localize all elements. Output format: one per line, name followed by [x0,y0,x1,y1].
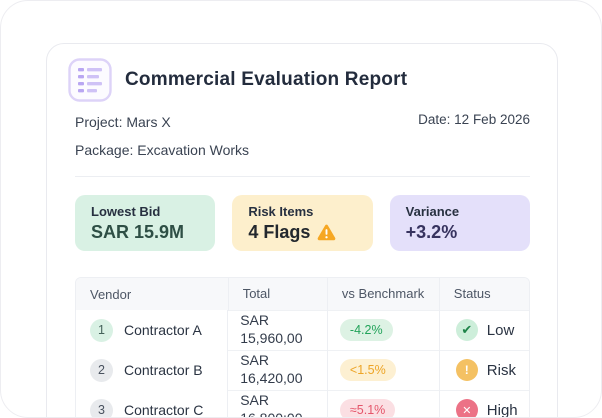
status-cell: ✕ High [439,389,529,418]
stat-value: SAR 15.9M [91,222,199,243]
benchmark-cell: ≈5.1% [327,389,440,417]
meta-section: Project: Mars X Package: Excavation Work… [68,108,530,164]
stat-lowest-bid: Lowest Bid SAR 15.9M [75,195,216,251]
table-row: 1 Contractor A SAR 15,960,00 -4.2% ✔ Low [76,309,529,350]
stat-risk-items: Risk Items 4 Flags [232,195,373,251]
vendor-cell: 1 Contractor A [76,310,229,350]
card-header: Commercial Evaluation Report [68,58,530,102]
warning-triangle-icon [317,224,336,241]
stat-label: Variance [405,204,460,219]
status-label: High [486,401,518,418]
column-header-vendor: Vendor [76,278,229,310]
vendor-name: Contractor A [124,322,202,338]
stat-variance: Variance +3.2% [389,195,530,251]
total-cell: SAR 16,420,00 [228,349,328,390]
variance-value: +3.2% [405,222,458,242]
vendor-cell: 3 Contractor C [76,390,229,418]
lowest-bid-value: SAR 15.9M [91,222,185,242]
rank-badge: 3 [90,398,113,417]
table-header-row: Vendor Total vs Benchmark Status [76,278,529,310]
exclamation-icon: ! [455,359,478,381]
total-cell: SAR 15,960,00 [228,309,328,350]
project-label: Project: Mars X [75,114,171,130]
benchmark-cell: -4.2% [327,309,440,350]
status-cell: ✔ Low [439,309,529,350]
benchmark-pill: -4.2% [339,319,393,341]
total-value: SAR 16,800:00 [240,392,302,417]
cross-icon: ✕ [455,399,478,417]
date-label: Date: 12 Feb 2026 [418,112,530,127]
vendor-cell: 2 Contractor B [76,350,229,390]
total-cell: SAR 16,800:00 [228,389,328,417]
rank-badge: 2 [90,358,113,382]
stat-value: 4 Flags [248,222,356,243]
table-row: 3 Contractor C SAR 16,800:00 ≈5.1% ✕ Hig… [76,389,529,418]
meta-left: Project: Mars X Package: Excavation Work… [75,108,249,164]
status-label: Low [486,321,515,339]
vendors-table: Vendor Total vs Benchmark Status 1 Contr… [75,277,530,418]
vendor-name: Contractor B [124,362,203,378]
benchmark-pill: ≈5.1% [339,399,396,417]
total-value: SAR 16,420,00 [240,352,303,386]
rank-badge: 1 [90,318,113,342]
vendor-name: Contractor C [124,402,204,418]
check-icon: ✔ [455,319,478,341]
report-card: Commercial Evaluation Report Project: Ma… [46,43,558,418]
column-header-status: Status [439,278,529,310]
page-title: Commercial Evaluation Report [125,69,408,90]
section-divider [75,176,530,177]
total-value: SAR 15,960,00 [240,312,303,346]
status-label: Risk [486,361,516,379]
stat-label: Risk Items [248,204,314,219]
status-cell: ! Risk [439,349,529,390]
risk-items-value: 4 Flags [248,222,311,242]
benchmark-cell: <1.5% [327,349,440,390]
stat-value: +3.2% [406,222,514,243]
column-header-vs-benchmark: vs Benchmark [327,278,440,310]
column-header-total: Total [228,278,328,310]
document-report-icon [68,58,112,102]
benchmark-pill: <1.5% [339,359,396,381]
stat-cards: Lowest Bid SAR 15.9M Risk Items 4 Flags [68,195,530,251]
table-row: 2 Contractor B SAR 16,420,00 <1.5% ! Ris… [76,349,529,390]
stat-label: Lowest Bid [91,204,161,219]
package-label: Package: Excavation Works [75,142,250,158]
